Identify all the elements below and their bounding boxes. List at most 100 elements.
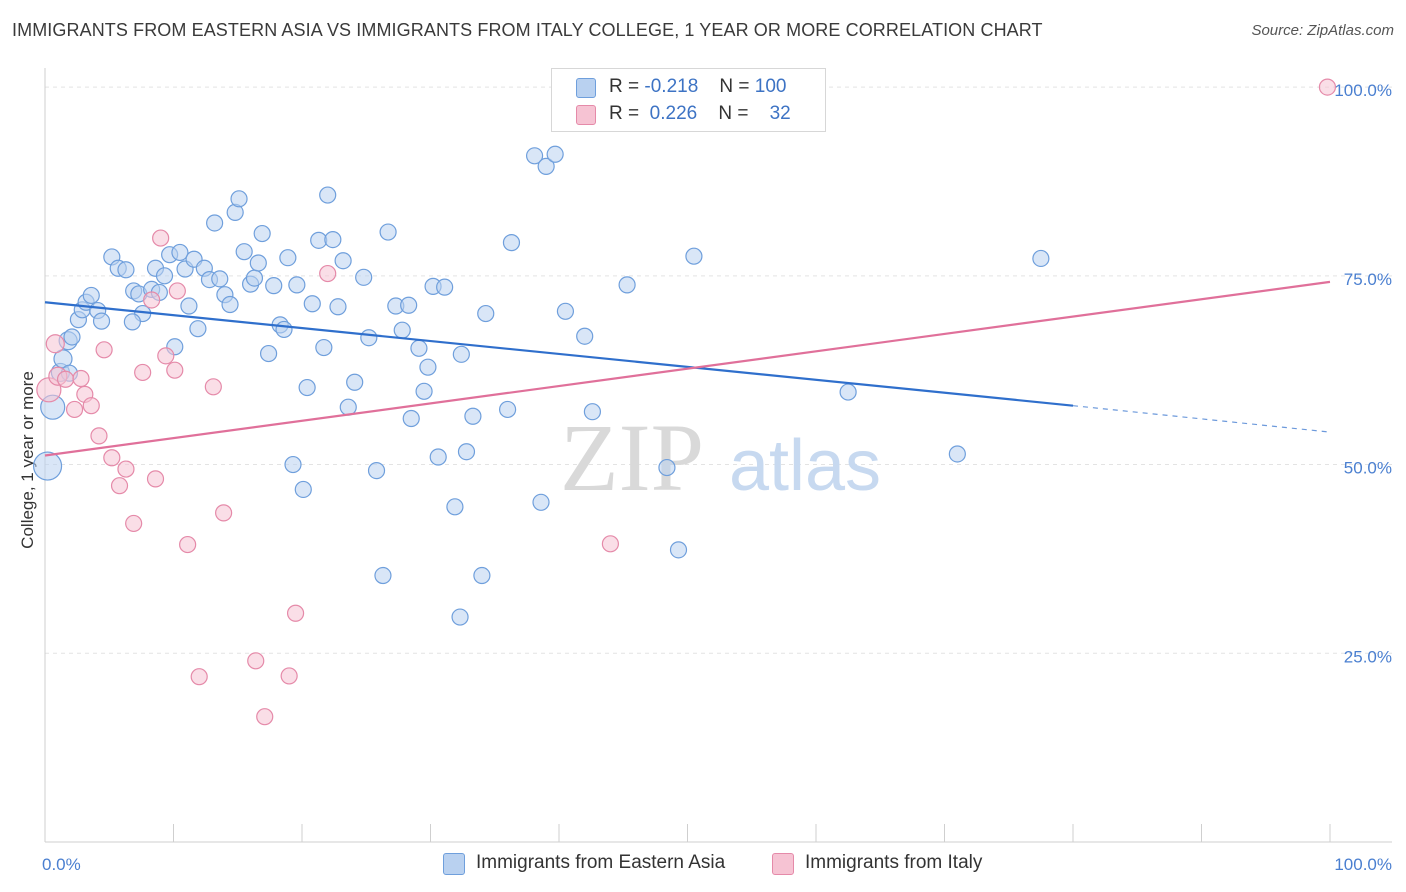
point-eastern-asia [249,254,267,272]
point-eastern-asia [457,443,476,461]
point-eastern-asia [360,329,378,347]
point-eastern-asia [189,320,207,338]
point-italy [215,504,233,522]
point-eastern-asia [180,297,198,315]
source-label: Source: ZipAtlas.com [1251,22,1394,39]
point-italy [157,347,175,365]
watermark-atlas: atlas [729,426,881,506]
point-italy [110,477,129,495]
y-tick-label: 75.0% [1344,270,1392,289]
point-eastern-asia [537,157,555,175]
point-eastern-asia [400,296,418,314]
point-italy [190,668,208,686]
point-eastern-asia [1032,249,1050,268]
point-eastern-asia [32,451,63,481]
point-eastern-asia [393,321,411,339]
point-italy [247,652,265,670]
point-italy [134,363,152,382]
point-eastern-asia [658,458,676,477]
point-eastern-asia [329,298,347,316]
trend-line-eastern-asia-extension [1072,405,1331,433]
legend-r-label: R = [609,76,640,97]
point-italy [1318,78,1337,96]
point-eastern-asia [171,243,189,262]
point-eastern-asia [230,190,248,208]
series-legend: Immigrants from Eastern Asia Immigrants … [0,851,1406,879]
point-eastern-asia [63,328,81,346]
point-eastern-asia [298,378,316,397]
point-eastern-asia [367,461,386,480]
point-eastern-asia [464,407,482,425]
legend-n-value: 100 [754,76,787,97]
legend-swatch-pink [576,105,596,125]
point-italy [204,378,222,396]
point-eastern-asia [355,268,373,286]
point-eastern-asia [346,373,364,391]
point-italy [152,229,170,247]
point-italy [72,369,90,388]
legend-text: R = 0.226 N = 32 [609,103,791,125]
trend-line-eastern-asia [44,301,1074,407]
legend-swatch-blue [443,853,465,875]
point-italy [179,535,197,554]
point-eastern-asia [410,339,428,357]
point-eastern-asia [265,277,283,295]
legend-n-value: 32 [769,103,791,124]
point-eastern-asia [211,270,229,288]
legend-n-label: N = [718,103,749,124]
point-eastern-asia [839,383,857,401]
trend-lines [44,280,1331,457]
point-eastern-asia [576,327,594,345]
axes [44,68,1392,843]
point-eastern-asia [452,345,470,363]
legend-swatch-pink [772,853,794,875]
legend-swatch-blue [576,78,596,98]
chart-title: IMMIGRANTS FROM EASTERN ASIA VS IMMIGRAN… [12,20,1043,40]
point-italy [125,514,143,533]
point-eastern-asia [948,445,966,463]
point-italy [117,460,135,478]
point-eastern-asia [379,223,397,241]
point-eastern-asia [315,338,333,357]
legend-label: Immigrants from Eastern Asia [476,852,726,873]
point-eastern-asia [583,403,602,421]
point-eastern-asia [436,278,454,296]
point-eastern-asia [245,269,264,287]
watermark-zip: ZIP [560,404,704,511]
grid-lines [45,86,1392,654]
point-italy [143,291,161,309]
point-italy [103,449,121,467]
point-italy [90,427,108,445]
watermark: ZIP atlas [560,404,881,511]
point-eastern-asia [556,302,575,320]
point-eastern-asia [284,455,302,474]
correlation-legend: R = -0.218 N = 100 R = 0.226 N = 32 [551,68,826,132]
point-eastern-asia [402,409,420,428]
legend-text: R = -0.218 N = 100 [609,76,786,98]
legend-r-label: R = [609,103,640,124]
point-italy [280,667,298,685]
point-italy [82,397,100,415]
point-italy [166,361,184,379]
point-italy [45,334,65,354]
y-tick-label: 25.0% [1344,647,1392,666]
point-eastern-asia [235,243,253,261]
point-eastern-asia [546,145,564,163]
point-eastern-asia [374,566,392,585]
legend-n-label: N = [719,76,750,97]
legend-r-value: 0.226 [649,103,698,124]
point-eastern-asia [446,498,464,516]
point-eastern-asia [92,312,111,330]
point-eastern-asia [319,186,337,204]
x-tick-label-max: 100.0% [1334,855,1392,874]
point-eastern-asia [221,295,239,314]
point-eastern-asia [275,320,293,339]
y-tick-label: 50.0% [1344,459,1392,478]
point-eastern-asia [206,214,224,232]
point-eastern-asia [499,400,517,419]
point-eastern-asia [82,286,100,305]
point-eastern-asia [473,566,491,585]
point-eastern-asia [324,230,342,249]
point-italy [286,604,305,622]
point-eastern-asia [279,249,297,267]
